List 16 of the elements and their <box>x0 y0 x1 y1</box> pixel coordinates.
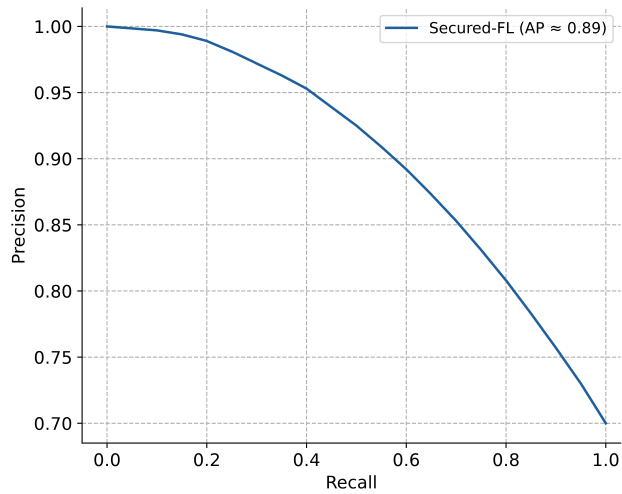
x-tick-label: 0.4 <box>294 453 320 466</box>
y-tick-label: 1.00 <box>36 20 72 34</box>
x-axis-title: Recall <box>327 475 376 489</box>
y-axis-title: Precision <box>11 188 25 263</box>
x-tick-label: 0.0 <box>94 453 120 466</box>
x-tick-label: 0.6 <box>394 453 420 466</box>
y-tick-label: 0.70 <box>34 416 72 430</box>
y-tick-label: 0.75 <box>34 350 71 364</box>
y-tick-label: 0.80 <box>34 284 72 298</box>
y-tick-label: 0.85 <box>34 218 71 232</box>
x-tick-label: 0.2 <box>194 453 219 466</box>
x-tick-label: 0.8 <box>493 453 519 466</box>
x-tick-label: 1.0 <box>594 453 618 466</box>
legend-label: Secured-FL (AP ≈ 0.89) <box>430 22 606 36</box>
y-tick-label: 0.90 <box>34 152 72 166</box>
y-tick-label: 0.95 <box>34 86 71 100</box>
